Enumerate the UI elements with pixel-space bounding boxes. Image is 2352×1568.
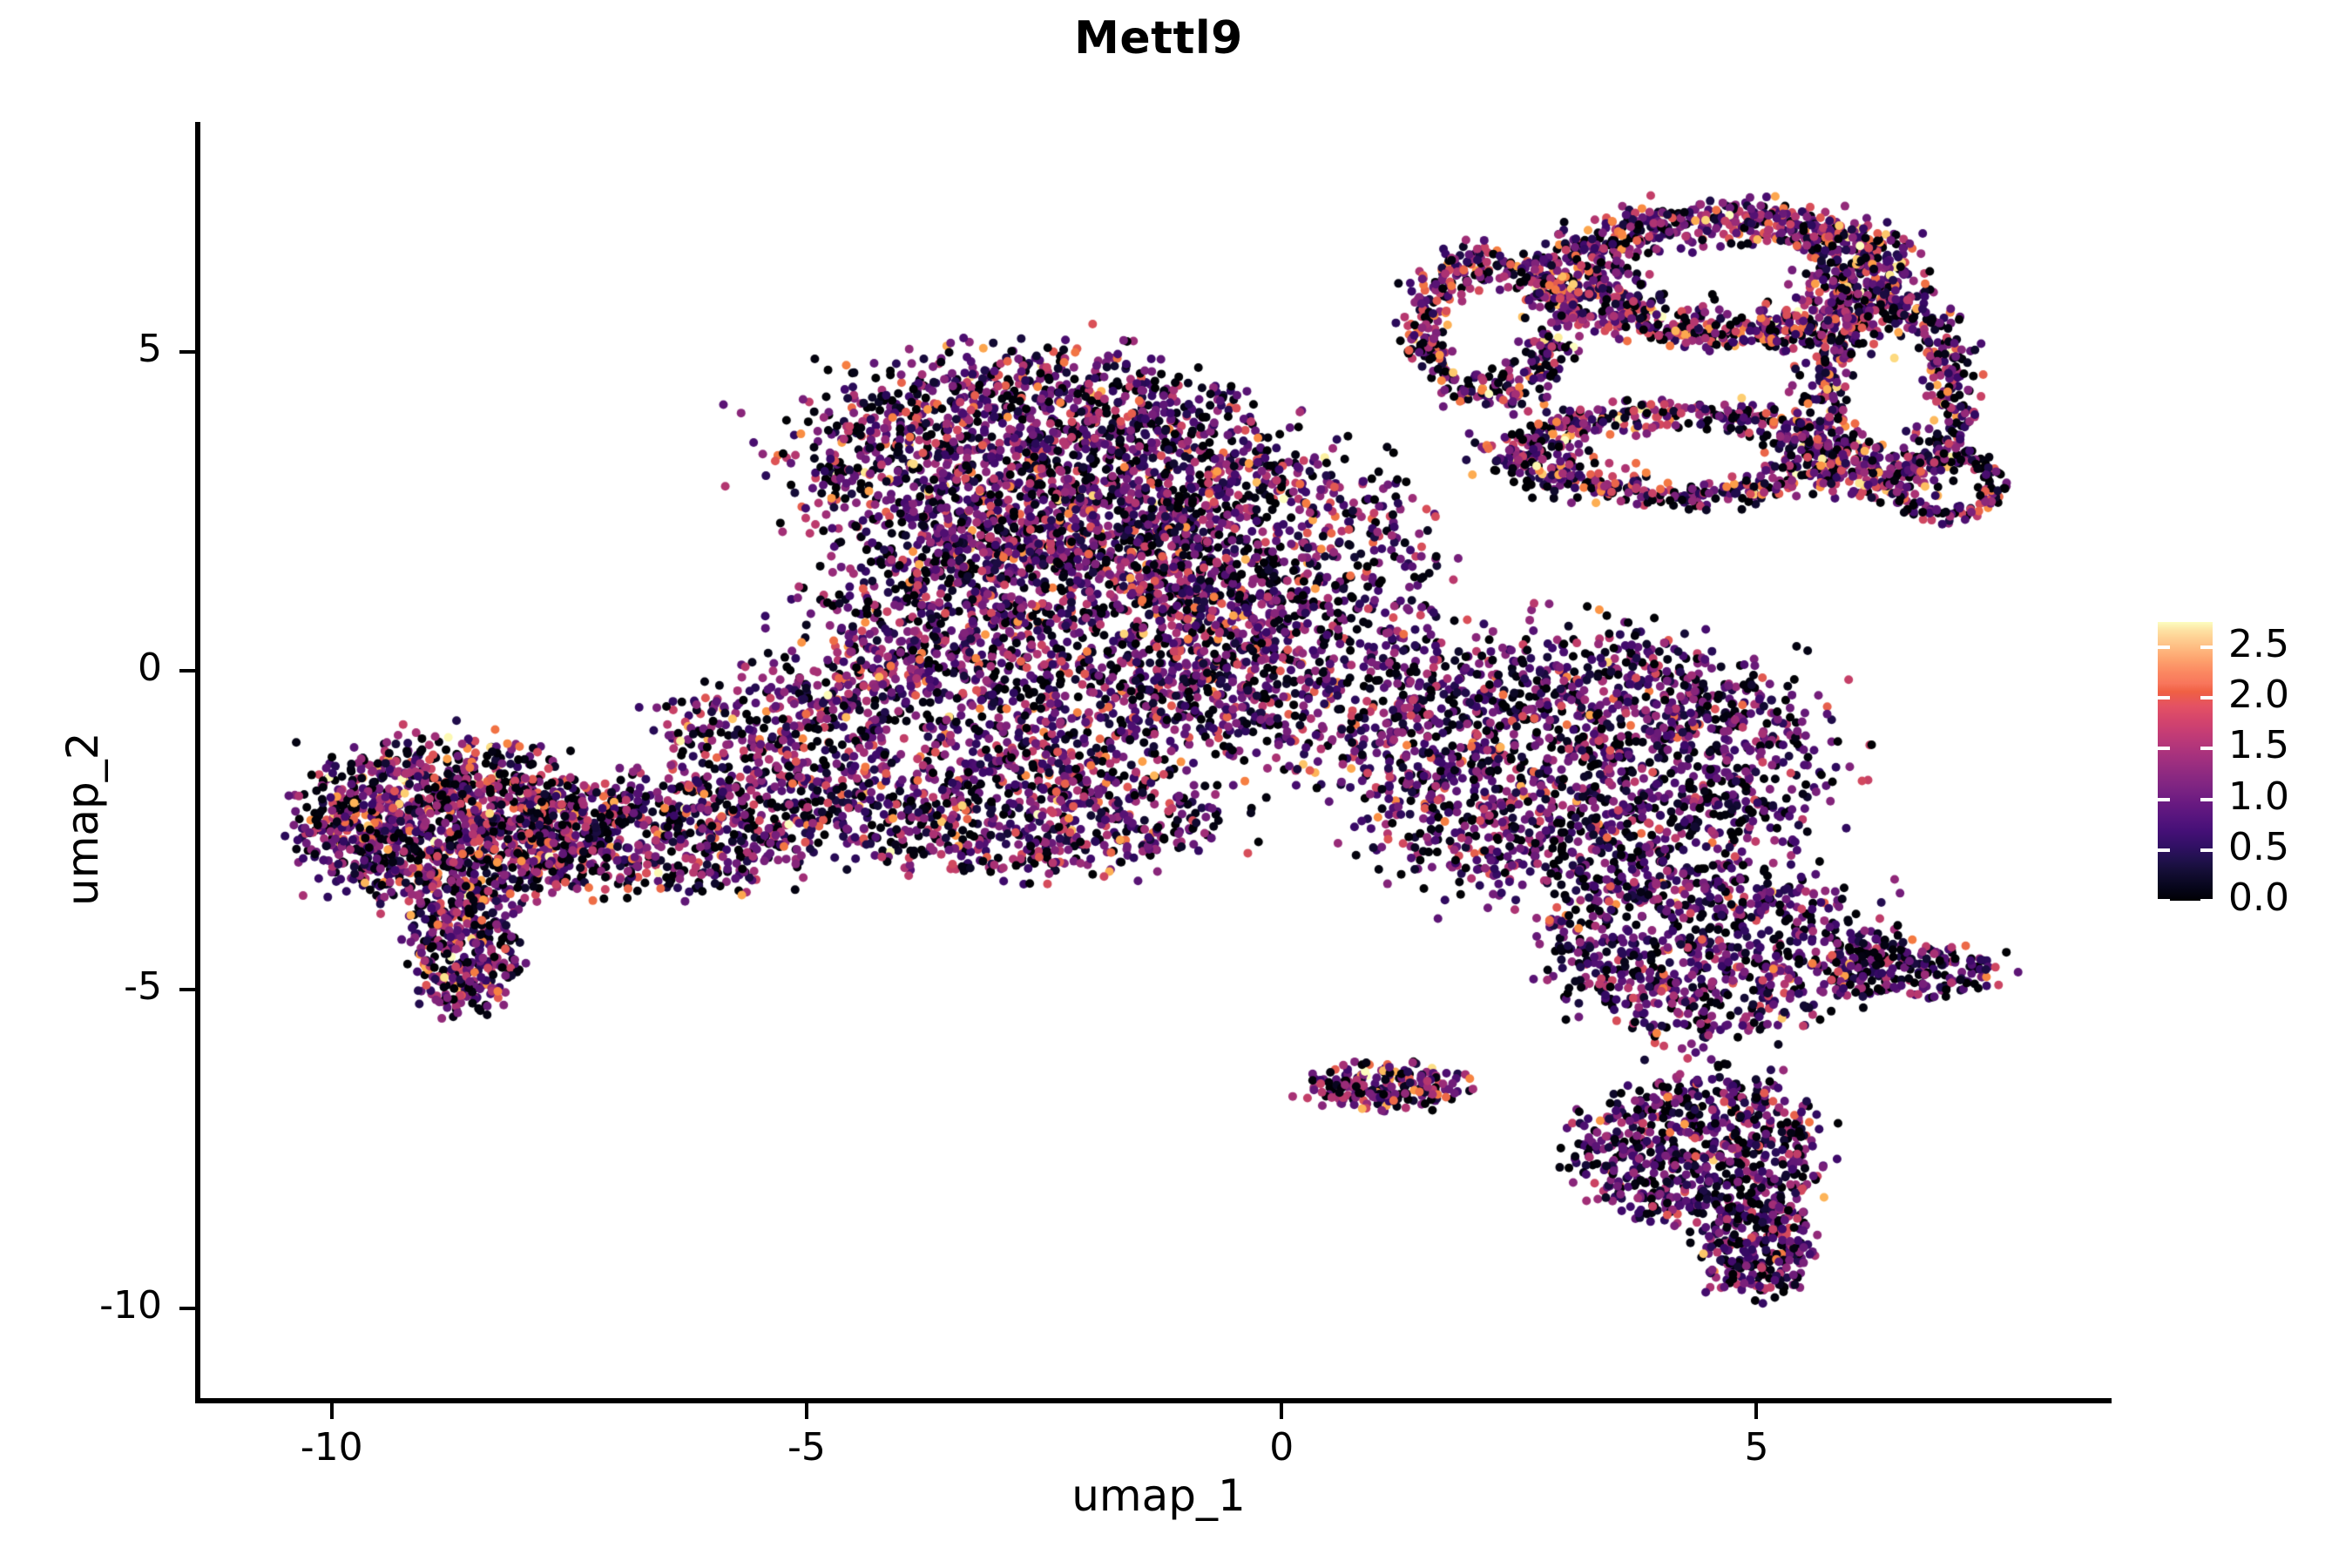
x-tick-label: 0 [1269, 1425, 1294, 1470]
y-tick-mark [179, 988, 195, 992]
colorbar-tick-mark [2158, 747, 2170, 751]
colorbar-tick-mark [2200, 645, 2213, 650]
x-tick-mark [804, 1403, 808, 1419]
colorbar-tick-mark [2158, 645, 2170, 650]
y-tick-mark [179, 1307, 195, 1311]
colorbar-tick-mark [2158, 848, 2170, 852]
y-axis-label: umap_2 [57, 732, 108, 906]
colorbar-tick-label: 2.5 [2228, 622, 2289, 667]
colorbar-tick-label: 1.0 [2228, 774, 2289, 819]
x-tick-label: -5 [787, 1425, 826, 1470]
colorbar-tick-mark [2200, 797, 2213, 801]
colorbar-tick-label: 1.5 [2228, 723, 2289, 768]
colorbar-tick-label: 0.0 [2228, 875, 2289, 920]
x-axis-label: umap_1 [1071, 1470, 1246, 1521]
y-axis-spine [195, 122, 200, 1403]
colorbar-tick-mark [2158, 797, 2170, 801]
colorbar-tick-mark [2200, 899, 2213, 902]
x-tick-mark [1754, 1403, 1759, 1419]
y-tick-label: -5 [124, 964, 162, 1010]
y-tick-label: -10 [99, 1283, 162, 1328]
colorbar-gradient [2158, 622, 2213, 901]
colorbar-tick-mark [2200, 696, 2213, 700]
colorbar-tick-mark [2158, 899, 2170, 902]
y-tick-mark [179, 668, 195, 672]
colorbar-tick-label: 2.0 [2228, 672, 2289, 718]
x-tick-mark [329, 1403, 334, 1419]
colorbar-tick-mark [2158, 696, 2170, 700]
colorbar-tick-label: 0.5 [2228, 824, 2289, 869]
y-tick-mark [179, 349, 195, 354]
x-tick-mark [1280, 1403, 1284, 1419]
x-tick-label: 5 [1744, 1425, 1769, 1470]
colorbar-tick-mark [2200, 848, 2213, 852]
y-tick-label: 0 [138, 645, 162, 690]
x-tick-label: -10 [300, 1425, 363, 1470]
y-tick-label: 5 [138, 326, 162, 371]
x-axis-spine [195, 1398, 2112, 1403]
colorbar-tick-mark [2200, 747, 2213, 751]
